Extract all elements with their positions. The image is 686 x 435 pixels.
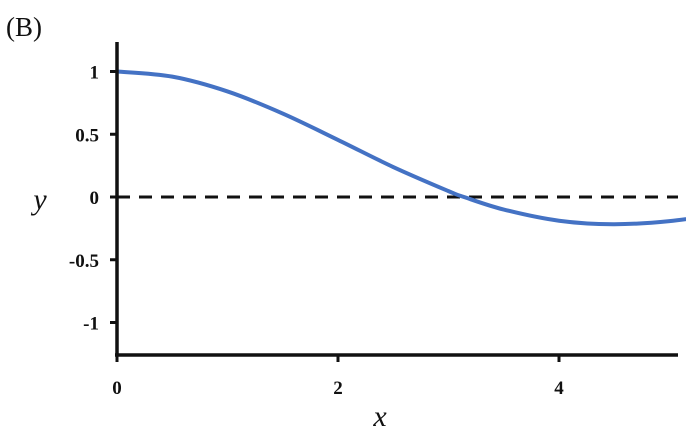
x-tick-label: 2 [333, 378, 343, 399]
y-ticks-layer: 1 0.5 0 -0.5 -1 [69, 63, 118, 335]
panel-label: (B) [6, 12, 42, 42]
y-tick-label: -1 [83, 314, 99, 335]
y-tick-label: -0.5 [69, 251, 99, 272]
y-tick-label: 1 [90, 63, 100, 84]
series-line [115, 69, 686, 227]
y-axis-label: y [30, 183, 47, 216]
y-tick-label: 0 [90, 188, 100, 209]
x-tick-label: 4 [554, 378, 564, 399]
x-tick-label: 0 [112, 378, 122, 399]
x-axis-label: x [372, 400, 387, 433]
x-ticks-layer: 0246810 [112, 354, 564, 399]
y-tick-label: 0.5 [75, 125, 99, 146]
curve-layer [115, 69, 686, 227]
axes-layer [115, 42, 678, 357]
